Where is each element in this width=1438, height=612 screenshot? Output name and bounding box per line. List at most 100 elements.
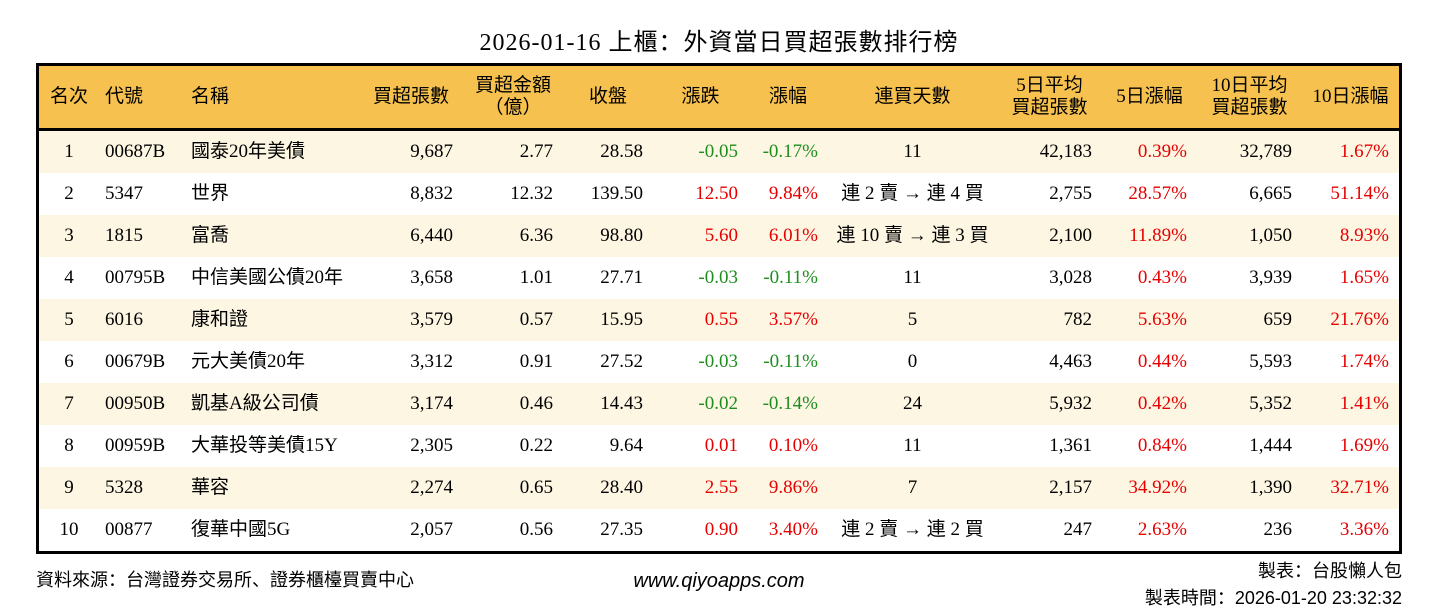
cell-avg5: 247 — [1063, 519, 1093, 541]
cell-pct5: 0.43% — [1137, 267, 1187, 289]
cell-avg5: 42,183 — [1039, 141, 1092, 163]
cell-pct10: 1.65% — [1339, 267, 1389, 289]
cell-avg10: 1,390 — [1249, 477, 1292, 499]
cell-close: 98.80 — [600, 225, 643, 247]
table-row: 1 00687B 國泰20年美債 9,687 2.77 28.58 -0.05 -0.17% 1… — [39, 131, 1399, 173]
cell-streak: 7 — [907, 477, 918, 499]
generated-time-value: 2026-01-20 23:32:32 — [1234, 588, 1402, 608]
column-header-buy_amount: 買超金額 （億） — [474, 75, 551, 118]
cell-change_pct: 6.01% — [768, 225, 818, 247]
cell-rank: 7 — [64, 393, 74, 415]
cell-buy_volume: 3,579 — [410, 309, 453, 331]
cell-rank: 9 — [64, 477, 74, 499]
cell-avg10: 3,939 — [1249, 267, 1292, 289]
cell-buy_amount: 0.56 — [519, 519, 553, 541]
cell-change: -0.03 — [698, 351, 738, 373]
column-header-avg10: 10日平均 買超張數 — [1211, 75, 1288, 118]
cell-change_pct: -0.11% — [763, 351, 818, 373]
table-row: 10 00877 復華中國5G 2,057 0.56 27.35 0.90 3.40% 連 2 … — [39, 509, 1399, 551]
column-header-code: 代號 — [105, 86, 144, 108]
cell-buy_volume: 3,658 — [410, 267, 453, 289]
column-header-streak: 連買天數 — [874, 86, 951, 108]
cell-avg5: 2,755 — [1049, 183, 1092, 205]
cell-change: -0.05 — [698, 141, 738, 163]
cell-streak: 24 — [903, 393, 922, 415]
cell-buy_amount: 0.57 — [519, 309, 553, 331]
cell-change_pct: 3.57% — [768, 309, 818, 331]
table-row: 8 00959B 大華投等美債15Y 2,305 0.22 9.64 0.01 0.10% 11… — [39, 425, 1399, 467]
cell-avg10: 32,789 — [1239, 141, 1292, 163]
column-header-pct5: 5日漲幅 — [1116, 86, 1183, 108]
maker-credit: 製表：台股懶人包 — [1258, 561, 1402, 581]
cell-pct5: 0.44% — [1137, 351, 1187, 373]
cell-change: -0.03 — [698, 267, 738, 289]
cell-streak: 11 — [903, 267, 922, 289]
cell-streak: 連 10 賣 → 連 3 買 — [836, 225, 989, 247]
column-header-name: 名稱 — [191, 86, 230, 108]
cell-avg5: 1,361 — [1049, 435, 1092, 457]
table-row: 9 5328 華容 2,274 0.65 28.40 2.55 9.86% 7 2,157 34.9… — [39, 467, 1399, 509]
cell-change_pct: 3.40% — [768, 519, 818, 541]
cell-change_pct: -0.11% — [763, 267, 818, 289]
cell-code: 00795B — [105, 267, 166, 289]
cell-pct5: 28.57% — [1128, 183, 1187, 205]
cell-code: 5347 — [105, 183, 143, 205]
cell-close: 28.58 — [600, 141, 643, 163]
cell-buy_amount: 1.01 — [519, 267, 553, 289]
cell-close: 14.43 — [600, 393, 643, 415]
cell-pct5: 5.63% — [1137, 309, 1187, 331]
cell-change: 0.55 — [704, 309, 738, 331]
cell-buy_volume: 3,174 — [410, 393, 453, 415]
cell-buy_amount: 2.77 — [519, 141, 553, 163]
table-row: 6 00679B 元大美債20年 3,312 0.91 27.52 -0.03 -0.11% 0… — [39, 341, 1399, 383]
cell-pct10: 32.71% — [1330, 477, 1389, 499]
cell-buy_amount: 0.22 — [519, 435, 553, 457]
cell-pct10: 21.76% — [1330, 309, 1389, 331]
cell-change: 5.60 — [704, 225, 738, 247]
cell-avg5: 4,463 — [1049, 351, 1092, 373]
table-row: 5 6016 康和證 3,579 0.57 15.95 0.55 3.57% 5 782 5.63%… — [39, 299, 1399, 341]
cell-name: 凱基A級公司債 — [191, 393, 319, 415]
cell-close: 15.95 — [600, 309, 643, 331]
cell-code: 00687B — [105, 141, 166, 163]
cell-streak: 連 2 賣 → 連 4 買 — [841, 183, 984, 205]
cell-pct5: 34.92% — [1128, 477, 1187, 499]
column-header-change: 漲跌 — [681, 86, 720, 108]
cell-streak: 0 — [907, 351, 918, 373]
cell-pct10: 1.41% — [1339, 393, 1389, 415]
cell-buy_amount: 6.36 — [519, 225, 553, 247]
cell-streak: 5 — [907, 309, 918, 331]
cell-close: 9.64 — [609, 435, 643, 457]
cell-change_pct: 9.86% — [768, 477, 818, 499]
cell-buy_volume: 2,274 — [410, 477, 453, 499]
cell-pct5: 0.84% — [1137, 435, 1187, 457]
cell-pct5: 0.42% — [1137, 393, 1187, 415]
cell-rank: 2 — [64, 183, 74, 205]
column-header-change_pct: 漲幅 — [768, 86, 807, 108]
cell-avg10: 236 — [1263, 519, 1293, 541]
cell-pct5: 0.39% — [1137, 141, 1187, 163]
cell-buy_volume: 6,440 — [410, 225, 453, 247]
cell-buy_amount: 12.32 — [510, 183, 553, 205]
cell-close: 27.71 — [600, 267, 643, 289]
cell-change: 0.90 — [704, 519, 738, 541]
cell-avg10: 1,444 — [1249, 435, 1292, 457]
generated-time: 製表時間：2026-01-20 23:32:32 — [1145, 585, 1402, 612]
table-row: 7 00950B 凱基A級公司債 3,174 0.46 14.43 -0.02 -0.14% 2… — [39, 383, 1399, 425]
cell-change: -0.02 — [698, 393, 738, 415]
cell-rank: 10 — [59, 519, 79, 541]
column-header-rank: 名次 — [49, 86, 88, 108]
cell-pct10: 1.69% — [1339, 435, 1389, 457]
cell-avg5: 5,932 — [1049, 393, 1092, 415]
data-source-note: 資料來源：台灣證券交易所、證券櫃檯買賣中心 — [36, 570, 414, 590]
cell-avg10: 659 — [1263, 309, 1293, 331]
cell-code: 00950B — [105, 393, 166, 415]
cell-streak: 連 2 賣 → 連 2 買 — [841, 519, 984, 541]
cell-streak: 11 — [903, 435, 922, 457]
cell-name: 復華中國5G — [191, 519, 291, 541]
cell-buy_volume: 3,312 — [410, 351, 453, 373]
cell-avg10: 1,050 — [1249, 225, 1292, 247]
cell-rank: 4 — [64, 267, 74, 289]
table-row: 2 5347 世界 8,832 12.32 139.50 12.50 9.84% 連 2 賣 →… — [39, 173, 1399, 215]
